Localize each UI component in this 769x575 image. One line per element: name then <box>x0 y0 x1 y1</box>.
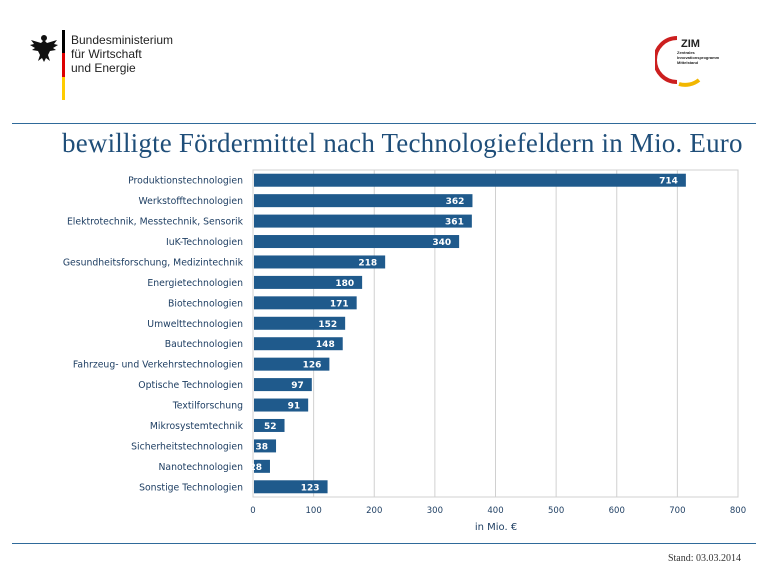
category-label: Fahrzeug- und Verkehrstechnologien <box>73 360 243 371</box>
x-tick-label: 600 <box>609 506 625 516</box>
data-label: 218 <box>358 258 377 268</box>
zim-logo: ZIM Zentrales Innovationsprogramm Mittel… <box>655 36 720 87</box>
category-label: Werkstofftechnologien <box>139 196 244 207</box>
zim-title: ZIM <box>681 38 700 50</box>
bar <box>254 173 686 187</box>
bar <box>254 459 270 473</box>
zim-line: Mittelstand <box>677 60 699 65</box>
data-label: 148 <box>316 340 335 350</box>
data-label: 28 <box>249 463 262 473</box>
federal-eagle-icon <box>30 35 58 62</box>
bar <box>254 316 346 330</box>
category-label: Sicherheitstechnologien <box>131 441 243 452</box>
zim-line: Zentrales <box>677 50 696 55</box>
data-label: 123 <box>301 483 320 493</box>
x-tick-label: 100 <box>306 506 322 516</box>
ministry-line: und Energie <box>71 61 136 75</box>
x-tick-label: 0 <box>250 506 255 516</box>
bar <box>254 439 277 453</box>
data-label: 361 <box>445 218 464 228</box>
category-label: Energietechnologien <box>147 278 243 289</box>
bar <box>254 194 473 208</box>
data-label: 152 <box>318 320 337 330</box>
stand-date: Stand: 03.03.2014 <box>667 553 741 564</box>
x-tick-label: 400 <box>487 506 503 516</box>
bar <box>254 480 328 494</box>
category-label: Elektrotechnik, Messtechnik, Sensorik <box>67 217 244 228</box>
category-label: IuK-Technologien <box>166 237 243 248</box>
x-tick-label: 200 <box>366 506 382 516</box>
data-label: 171 <box>330 299 349 309</box>
category-label: Mikrosystemtechnik <box>150 421 244 432</box>
category-label: Biotechnologien <box>168 298 243 309</box>
x-tick-label: 700 <box>669 506 685 516</box>
ministry-line: Bundesministerium <box>71 33 174 47</box>
page-header: Bundesministerium für Wirtschaft und Ene… <box>0 0 769 110</box>
category-label: Gesundheitsforschung, Medizintechnik <box>63 257 244 268</box>
category-label: Nanotechnologien <box>158 462 243 473</box>
german-flag-stripe <box>62 30 65 100</box>
zim-line: Innovationsprogramm <box>677 55 720 60</box>
bar <box>254 275 363 289</box>
data-label: 340 <box>432 238 451 248</box>
data-label: 38 <box>256 442 269 452</box>
bar <box>254 337 343 351</box>
chart-title: bewilligte Fördermittel nach Technologie… <box>62 128 743 158</box>
data-label: 52 <box>264 422 277 432</box>
bar <box>254 357 330 371</box>
bar <box>254 235 460 249</box>
category-label: Produktionstechnologien <box>128 176 243 187</box>
category-label: Bautechnologien <box>165 339 243 350</box>
data-label: 126 <box>303 361 322 371</box>
bar <box>254 255 386 269</box>
bar <box>254 418 285 432</box>
x-tick-label: 800 <box>730 506 746 516</box>
ministry-name: Bundesministerium für Wirtschaft und Ene… <box>71 33 173 75</box>
category-label: Optische Technologien <box>138 380 243 391</box>
ministry-line: für Wirtschaft <box>71 47 142 61</box>
data-label: 362 <box>446 197 465 207</box>
bar <box>254 398 309 412</box>
bar <box>254 296 357 310</box>
category-label: Textilforschung <box>172 401 243 412</box>
x-tick-label: 500 <box>548 506 564 516</box>
top-divider <box>12 123 756 124</box>
bar <box>254 378 312 392</box>
data-label: 714 <box>659 177 678 187</box>
bottom-divider <box>12 543 756 544</box>
x-axis-title: in Mio. € <box>475 522 517 533</box>
data-label: 97 <box>291 381 304 391</box>
category-label: Sonstige Technologien <box>139 482 243 493</box>
bar <box>254 214 472 228</box>
data-label: 180 <box>335 279 354 289</box>
category-label: Umwelttechnologien <box>147 319 243 330</box>
x-tick-label: 300 <box>427 506 443 516</box>
data-label: 91 <box>288 402 301 412</box>
